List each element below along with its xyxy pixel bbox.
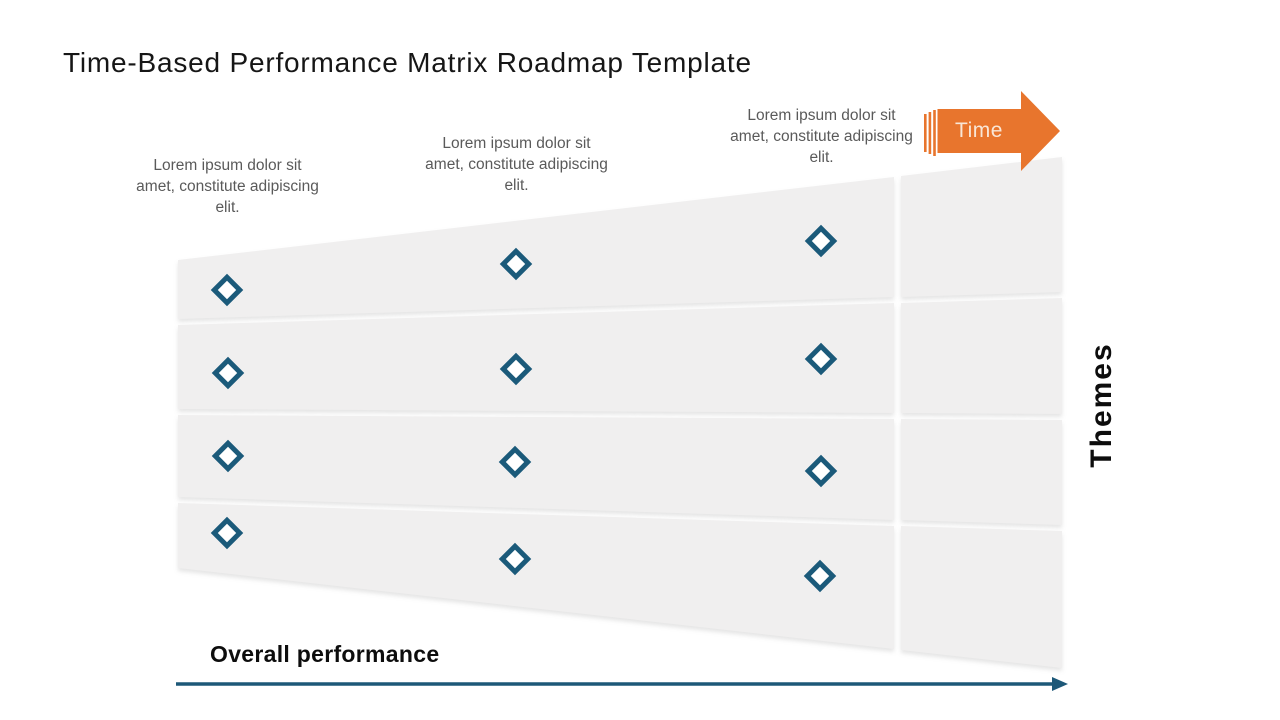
milestone-diamond-r1c3 — [804, 224, 838, 258]
milestone-diamond-r3c2 — [498, 445, 532, 479]
y-axis-label: Themes — [1085, 342, 1118, 468]
band-row-4 — [178, 503, 894, 649]
milestone-diamond-r2c2 — [499, 352, 533, 386]
milestone-diamond-r1c2 — [499, 247, 533, 281]
x-axis-label: Overall performance — [210, 641, 440, 667]
band-row-3-right — [901, 419, 1062, 525]
band-row-1 — [178, 177, 894, 319]
band-row-2 — [178, 303, 894, 413]
time-arrow-stripe-1 — [924, 114, 927, 152]
milestone-diamond-r2c3 — [804, 342, 838, 376]
milestone-diamond-r4c1 — [210, 516, 244, 550]
caption-column-3: Lorem ipsum dolor sit amet, constitute a… — [730, 107, 913, 166]
time-arrow-head — [1021, 91, 1060, 171]
time-arrow-stripe-3 — [933, 110, 936, 156]
band-row-4-right — [901, 526, 1062, 668]
band-row-2-right — [901, 298, 1062, 414]
performance-axis-arrowhead — [1052, 677, 1068, 691]
time-arrow-body — [937, 109, 1021, 153]
milestone-diamond-r2c1 — [211, 356, 245, 390]
milestone-layer — [210, 224, 838, 593]
time-arrow-label: Time — [955, 119, 1003, 142]
band-group — [178, 157, 1062, 668]
milestone-diamond-r4c2 — [498, 542, 532, 576]
time-arrow — [924, 91, 1060, 171]
caption-column-1: Lorem ipsum dolor sit amet, constitute a… — [136, 157, 319, 216]
page-title: Time-Based Performance Matrix Roadmap Te… — [63, 47, 752, 78]
milestone-diamond-r3c1 — [211, 439, 245, 473]
milestone-diamond-r4c3 — [803, 559, 837, 593]
time-arrow-stripe-2 — [928, 112, 932, 154]
milestone-diamond-r3c3 — [804, 454, 838, 488]
band-row-3 — [178, 415, 894, 520]
milestone-diamond-r1c1 — [210, 273, 244, 307]
band-row-1-right — [901, 157, 1062, 297]
caption-column-2: Lorem ipsum dolor sit amet, constitute a… — [425, 135, 608, 194]
performance-axis — [176, 677, 1068, 691]
